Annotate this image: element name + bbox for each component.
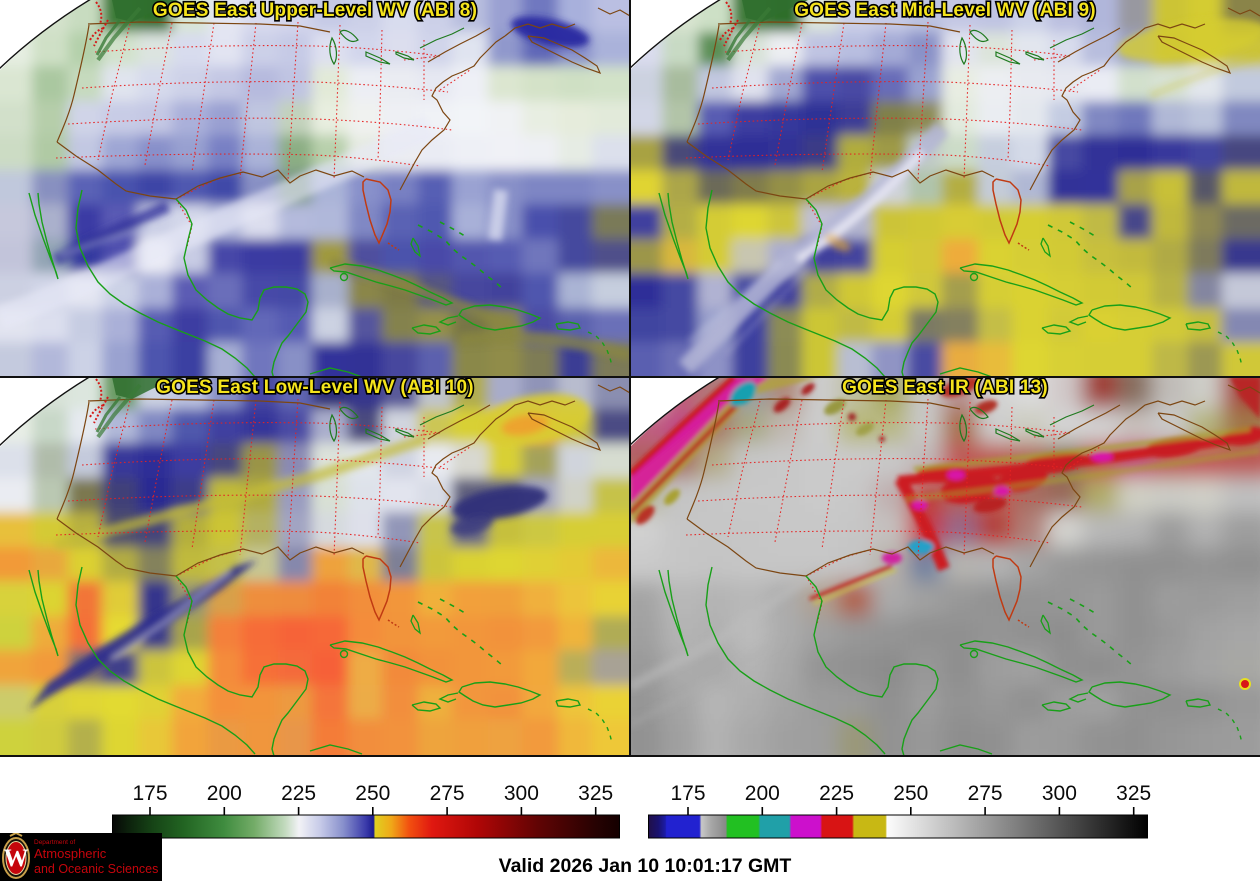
svg-text:GOES East Upper-Level WV (ABI: GOES East Upper-Level WV (ABI 8) (153, 0, 477, 21)
svg-text:GOES East IR (ABI 13): GOES East IR (ABI 13) (842, 377, 1048, 398)
svg-text:W: W (4, 845, 29, 872)
svg-text:200: 200 (207, 782, 242, 805)
svg-text:250: 250 (893, 782, 928, 805)
svg-text:275: 275 (968, 782, 1003, 805)
svg-text:200: 200 (745, 782, 780, 805)
svg-text:225: 225 (819, 782, 854, 805)
svg-text:325: 325 (578, 782, 613, 805)
svg-text:250: 250 (355, 782, 390, 805)
svg-text:and Oceanic Sciences: and Oceanic Sciences (34, 862, 158, 876)
svg-text:GOES East Low-Level WV (ABI 10: GOES East Low-Level WV (ABI 10) (156, 377, 474, 398)
svg-text:300: 300 (1042, 782, 1077, 805)
svg-text:GOES East Mid-Level WV (ABI 9): GOES East Mid-Level WV (ABI 9) (794, 0, 1096, 21)
svg-text:175: 175 (132, 782, 167, 805)
svg-text:225: 225 (281, 782, 316, 805)
svg-text:275: 275 (430, 782, 465, 805)
svg-text:175: 175 (670, 782, 705, 805)
svg-text:325: 325 (1116, 782, 1151, 805)
svg-text:300: 300 (504, 782, 539, 805)
svg-text:Atmospheric: Atmospheric (34, 846, 107, 861)
svg-text:Department of: Department of (34, 839, 75, 846)
